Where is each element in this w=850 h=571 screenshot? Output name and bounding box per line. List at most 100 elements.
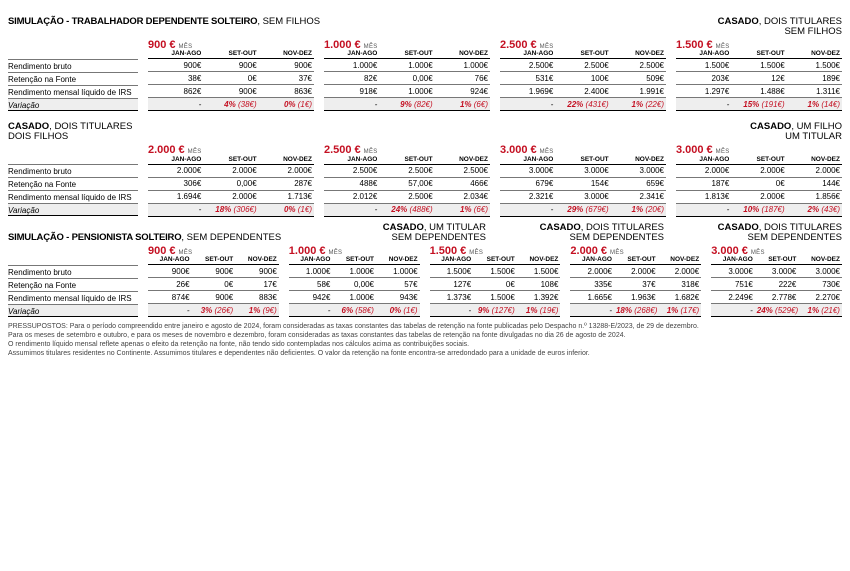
- income-currency: €: [179, 144, 185, 156]
- cell-liquido: 2.321€: [500, 190, 555, 203]
- period-header: NOV-DEZ: [235, 255, 279, 265]
- cell-retencao: 0€: [731, 177, 786, 190]
- cell-bruto: 2.500€: [500, 59, 555, 72]
- cell-retencao: 187€: [676, 177, 731, 190]
- footnotes: PRESSUPOSTOS: Para o período compreendid…: [8, 323, 842, 358]
- income-currency: €: [355, 39, 361, 51]
- cell-bruto: 2.000€: [787, 164, 842, 177]
- cell-variacao: -: [289, 304, 333, 317]
- cell-bruto: 1.000€: [435, 59, 490, 72]
- cell-bruto: 2.000€: [259, 164, 314, 177]
- cell-retencao: 189€: [787, 72, 842, 85]
- footnote-line: PRESSUPOSTOS: Para o período compreendid…: [8, 323, 842, 332]
- income-amount: 3.000: [500, 144, 528, 156]
- period-header: SET-OUT: [379, 154, 434, 164]
- income-currency: €: [707, 39, 713, 51]
- cell-variacao: 10% (187€): [731, 203, 786, 216]
- cell-retencao: 659€: [611, 177, 666, 190]
- footnote-line: Assumimos titulares residentes no Contin…: [8, 350, 842, 359]
- cell-bruto: 3.000€: [798, 265, 842, 278]
- cell-retencao: 144€: [787, 177, 842, 190]
- cell-bruto: 1.000€: [376, 265, 420, 278]
- period-header: SET-OUT: [473, 255, 517, 265]
- period-header: SET-OUT: [614, 255, 658, 265]
- section1-right: CASADO, DOIS TITULARES SEM FILHOS: [718, 17, 842, 37]
- cell-retencao: 531€: [500, 72, 555, 85]
- cell-retencao: 0€: [192, 278, 236, 291]
- income-currency: €: [742, 245, 748, 257]
- income-currency: €: [319, 245, 325, 257]
- period-header: NOV-DEZ: [517, 255, 561, 265]
- row-label: Rendimento bruto: [8, 59, 138, 72]
- row-label: Variação: [8, 203, 138, 216]
- income-header: 2.500€ MÊS: [500, 39, 666, 49]
- cell-liquido: 2.000€: [731, 190, 786, 203]
- cell-variacao: 29% (679€): [555, 203, 610, 216]
- cell-retencao: 318€: [658, 278, 702, 291]
- cell-liquido: 1.963€: [614, 291, 658, 304]
- income-amount: 1.000: [289, 245, 317, 257]
- section3-right-block: CASADO, UM TITULARSEM DEPENDENTES: [318, 223, 486, 243]
- cell-liquido: 2.341€: [611, 190, 666, 203]
- cell-bruto: 2.500€: [324, 164, 379, 177]
- cell-retencao: 12€: [731, 72, 786, 85]
- row-label: Retenção na Fonte: [8, 278, 138, 291]
- cell-variacao: 2% (43€): [787, 203, 842, 216]
- cell-liquido: 883€: [235, 291, 279, 304]
- income-period-label: MÊS: [716, 149, 730, 155]
- income-amount: 2.000: [570, 245, 598, 257]
- cell-retencao: 38€: [148, 72, 203, 85]
- cell-liquido: 2.500€: [379, 190, 434, 203]
- cell-variacao: -: [148, 304, 192, 317]
- income-amount: 1.500: [676, 39, 704, 51]
- period-header: SET-OUT: [379, 49, 434, 59]
- row-labels: Rendimento brutoRetenção na FonteRendime…: [8, 39, 138, 112]
- cell-variacao: -: [430, 304, 474, 317]
- period-header: SET-OUT: [192, 255, 236, 265]
- income-panel: 900€ MÊS JAN-AGOSET-OUTNOV-DEZ 900€900€9…: [148, 39, 314, 112]
- income-header: 1.000€ MÊS: [289, 245, 420, 255]
- cell-liquido: 2.034€: [435, 190, 490, 203]
- cell-liquido: 924€: [435, 85, 490, 98]
- section1-head: SIMULAÇÃO - TRABALHADOR DEPENDENTE SOLTE…: [8, 16, 842, 37]
- cell-retencao: 37€: [259, 72, 314, 85]
- income-currency: €: [460, 245, 466, 257]
- section3-right-block: CASADO, DOIS TITULARESSEM DEPENDENTES: [496, 223, 664, 243]
- cell-liquido: 1.488€: [731, 85, 786, 98]
- cell-bruto: 1.500€: [473, 265, 517, 278]
- income-header: 2.000€ MÊS: [148, 144, 314, 154]
- income-period-label: MÊS: [469, 250, 483, 256]
- cell-retencao: 509€: [611, 72, 666, 85]
- period-header: NOV-DEZ: [787, 154, 842, 164]
- cell-variacao: -: [570, 304, 614, 317]
- cell-liquido: 1.991€: [611, 85, 666, 98]
- cell-variacao: -: [148, 203, 203, 216]
- section1-panels: Rendimento brutoRetenção na FonteRendime…: [8, 39, 842, 112]
- row-label: Retenção na Fonte: [8, 72, 138, 85]
- period-header: SET-OUT: [755, 255, 799, 265]
- section2-left-sub: DOIS FILHOS: [8, 132, 132, 142]
- period-header: NOV-DEZ: [376, 255, 420, 265]
- cell-liquido: 874€: [148, 291, 192, 304]
- income-table: JAN-AGOSET-OUTNOV-DEZ 3.000€3.000€3.000€…: [500, 154, 666, 217]
- cell-retencao: 488€: [324, 177, 379, 190]
- income-table: JAN-AGOSET-OUTNOV-DEZ 1.000€1.000€1.000€…: [324, 49, 490, 112]
- income-panel: 900€ MÊS JAN-AGOSET-OUTNOV-DEZ 900€900€9…: [148, 245, 279, 318]
- period-header: NOV-DEZ: [798, 255, 842, 265]
- income-header: 1.500€ MÊS: [676, 39, 842, 49]
- cell-retencao: 57€: [376, 278, 420, 291]
- cell-bruto: 900€: [235, 265, 279, 278]
- income-table: JAN-AGOSET-OUTNOV-DEZ 900€900€900€ 26€0€…: [148, 255, 279, 318]
- cell-liquido: 900€: [203, 85, 258, 98]
- cell-bruto: 3.000€: [555, 164, 610, 177]
- cell-bruto: 900€: [192, 265, 236, 278]
- cell-liquido: 1.694€: [148, 190, 203, 203]
- section1-right-sub: SEM FILHOS: [718, 27, 842, 37]
- cell-variacao: 1% (9€): [235, 304, 279, 317]
- income-header: 3.000€ MÊS: [676, 144, 842, 154]
- row-label: Rendimento mensal líquido de IRS: [8, 291, 138, 304]
- cell-bruto: 2.000€: [570, 265, 614, 278]
- cell-variacao: -: [676, 203, 731, 216]
- cell-retencao: 306€: [148, 177, 203, 190]
- cell-variacao: 1% (6€): [435, 98, 490, 111]
